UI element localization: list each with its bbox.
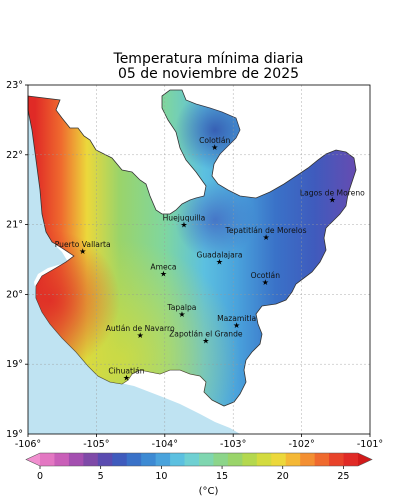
colorbar-segment [329,453,345,466]
city-star-icon: ★ [123,373,130,382]
colorbar-segment [256,453,272,466]
city-label: Tapalpa [166,303,196,312]
city-star-icon: ★ [178,310,185,319]
colorbar-segment [170,453,186,466]
colorbar-extend-low [26,453,40,466]
colorbar-segment [97,453,113,466]
y-tick-label: 21° [6,220,23,231]
colorbar-extend-high [358,453,372,466]
x-tick-label: -106° [15,439,41,450]
colorbar-segment [242,453,258,466]
colorbar-segment [285,453,301,466]
city-star-icon: ★ [211,143,218,152]
colorbar-segment [126,453,142,466]
colorbar-unit: (°C) [198,486,219,497]
colorbar-tick-label: 15 [216,471,228,482]
y-tick-label: 22° [6,150,23,161]
city-label: Puerto Vallarta [55,240,111,249]
city-star-icon: ★ [160,269,167,278]
colorbar-segment [83,453,99,466]
city-star-icon: ★ [329,195,336,204]
colorbar-segment [343,453,359,466]
colorbar-segment [271,453,287,466]
city-label: Ocotlán [251,271,281,280]
colorbar-segment [54,453,70,466]
colorbar-segment [155,453,171,466]
city-label: Ameca [150,262,176,271]
city-label: Lagos de Moreno [300,188,365,197]
city-star-icon: ★ [233,321,240,330]
city-star-icon: ★ [202,336,209,345]
colorbar-segment [314,453,330,466]
gridlines [28,85,370,434]
colorbar-tick-label: 5 [98,471,104,482]
y-tick-label: 19° [6,359,23,370]
city-star-icon: ★ [262,233,269,242]
x-tick-label: -102° [288,439,314,450]
city-star-icon: ★ [137,331,144,340]
colorbar-segment [213,453,229,466]
city-star-icon: ★ [79,247,86,256]
city-label: Autlán de Navarro [106,324,175,333]
x-tick-label: -104° [152,439,178,450]
city-label: Huejuquilla [163,214,206,223]
colorbar-tick-label: 0 [37,471,43,482]
plot-frame [27,84,371,435]
city-label: Cihuatlán [108,366,144,375]
colorbar-tick-label: 20 [277,471,289,482]
colorbar-tick-label: 10 [155,471,167,482]
map-title-line1: Temperatura mínima diaria [113,51,304,67]
city-star-icon: ★ [262,278,269,287]
colorbar-segment [68,453,84,466]
x-tick-label: -103° [220,439,246,450]
city-label: Guadalajara [196,251,242,260]
city-star-icon: ★ [180,221,187,230]
city-label: Zapotlán el Grande [169,329,243,338]
x-tick-label: -105° [83,439,109,450]
colorbar-segment [141,453,157,466]
y-tick-label: 20° [6,289,23,300]
x-tick-label: -101° [357,439,383,450]
city-label: Mazamitla [217,314,256,323]
ocean [28,85,240,434]
colorbar-segment [227,453,243,466]
city-star-icon: ★ [216,258,223,267]
map-title-line2: 05 de noviembre de 2025 [117,66,300,82]
colorbar-segment [184,453,200,466]
city-label: Colotlán [199,136,230,145]
y-tick-label: 23° [6,80,23,91]
colorbar-segment [40,453,55,466]
colorbar: 0 5 10 15 20 25 [25,452,373,482]
city-label: Tepatitlán de Morelos [225,226,307,235]
colorbar-tick-label: 25 [337,471,349,482]
colorbar-segment [300,453,316,466]
y-tick-label-bottom: 19° [6,429,23,440]
colorbar-segment [112,453,128,466]
colorbar-segment [199,453,214,466]
